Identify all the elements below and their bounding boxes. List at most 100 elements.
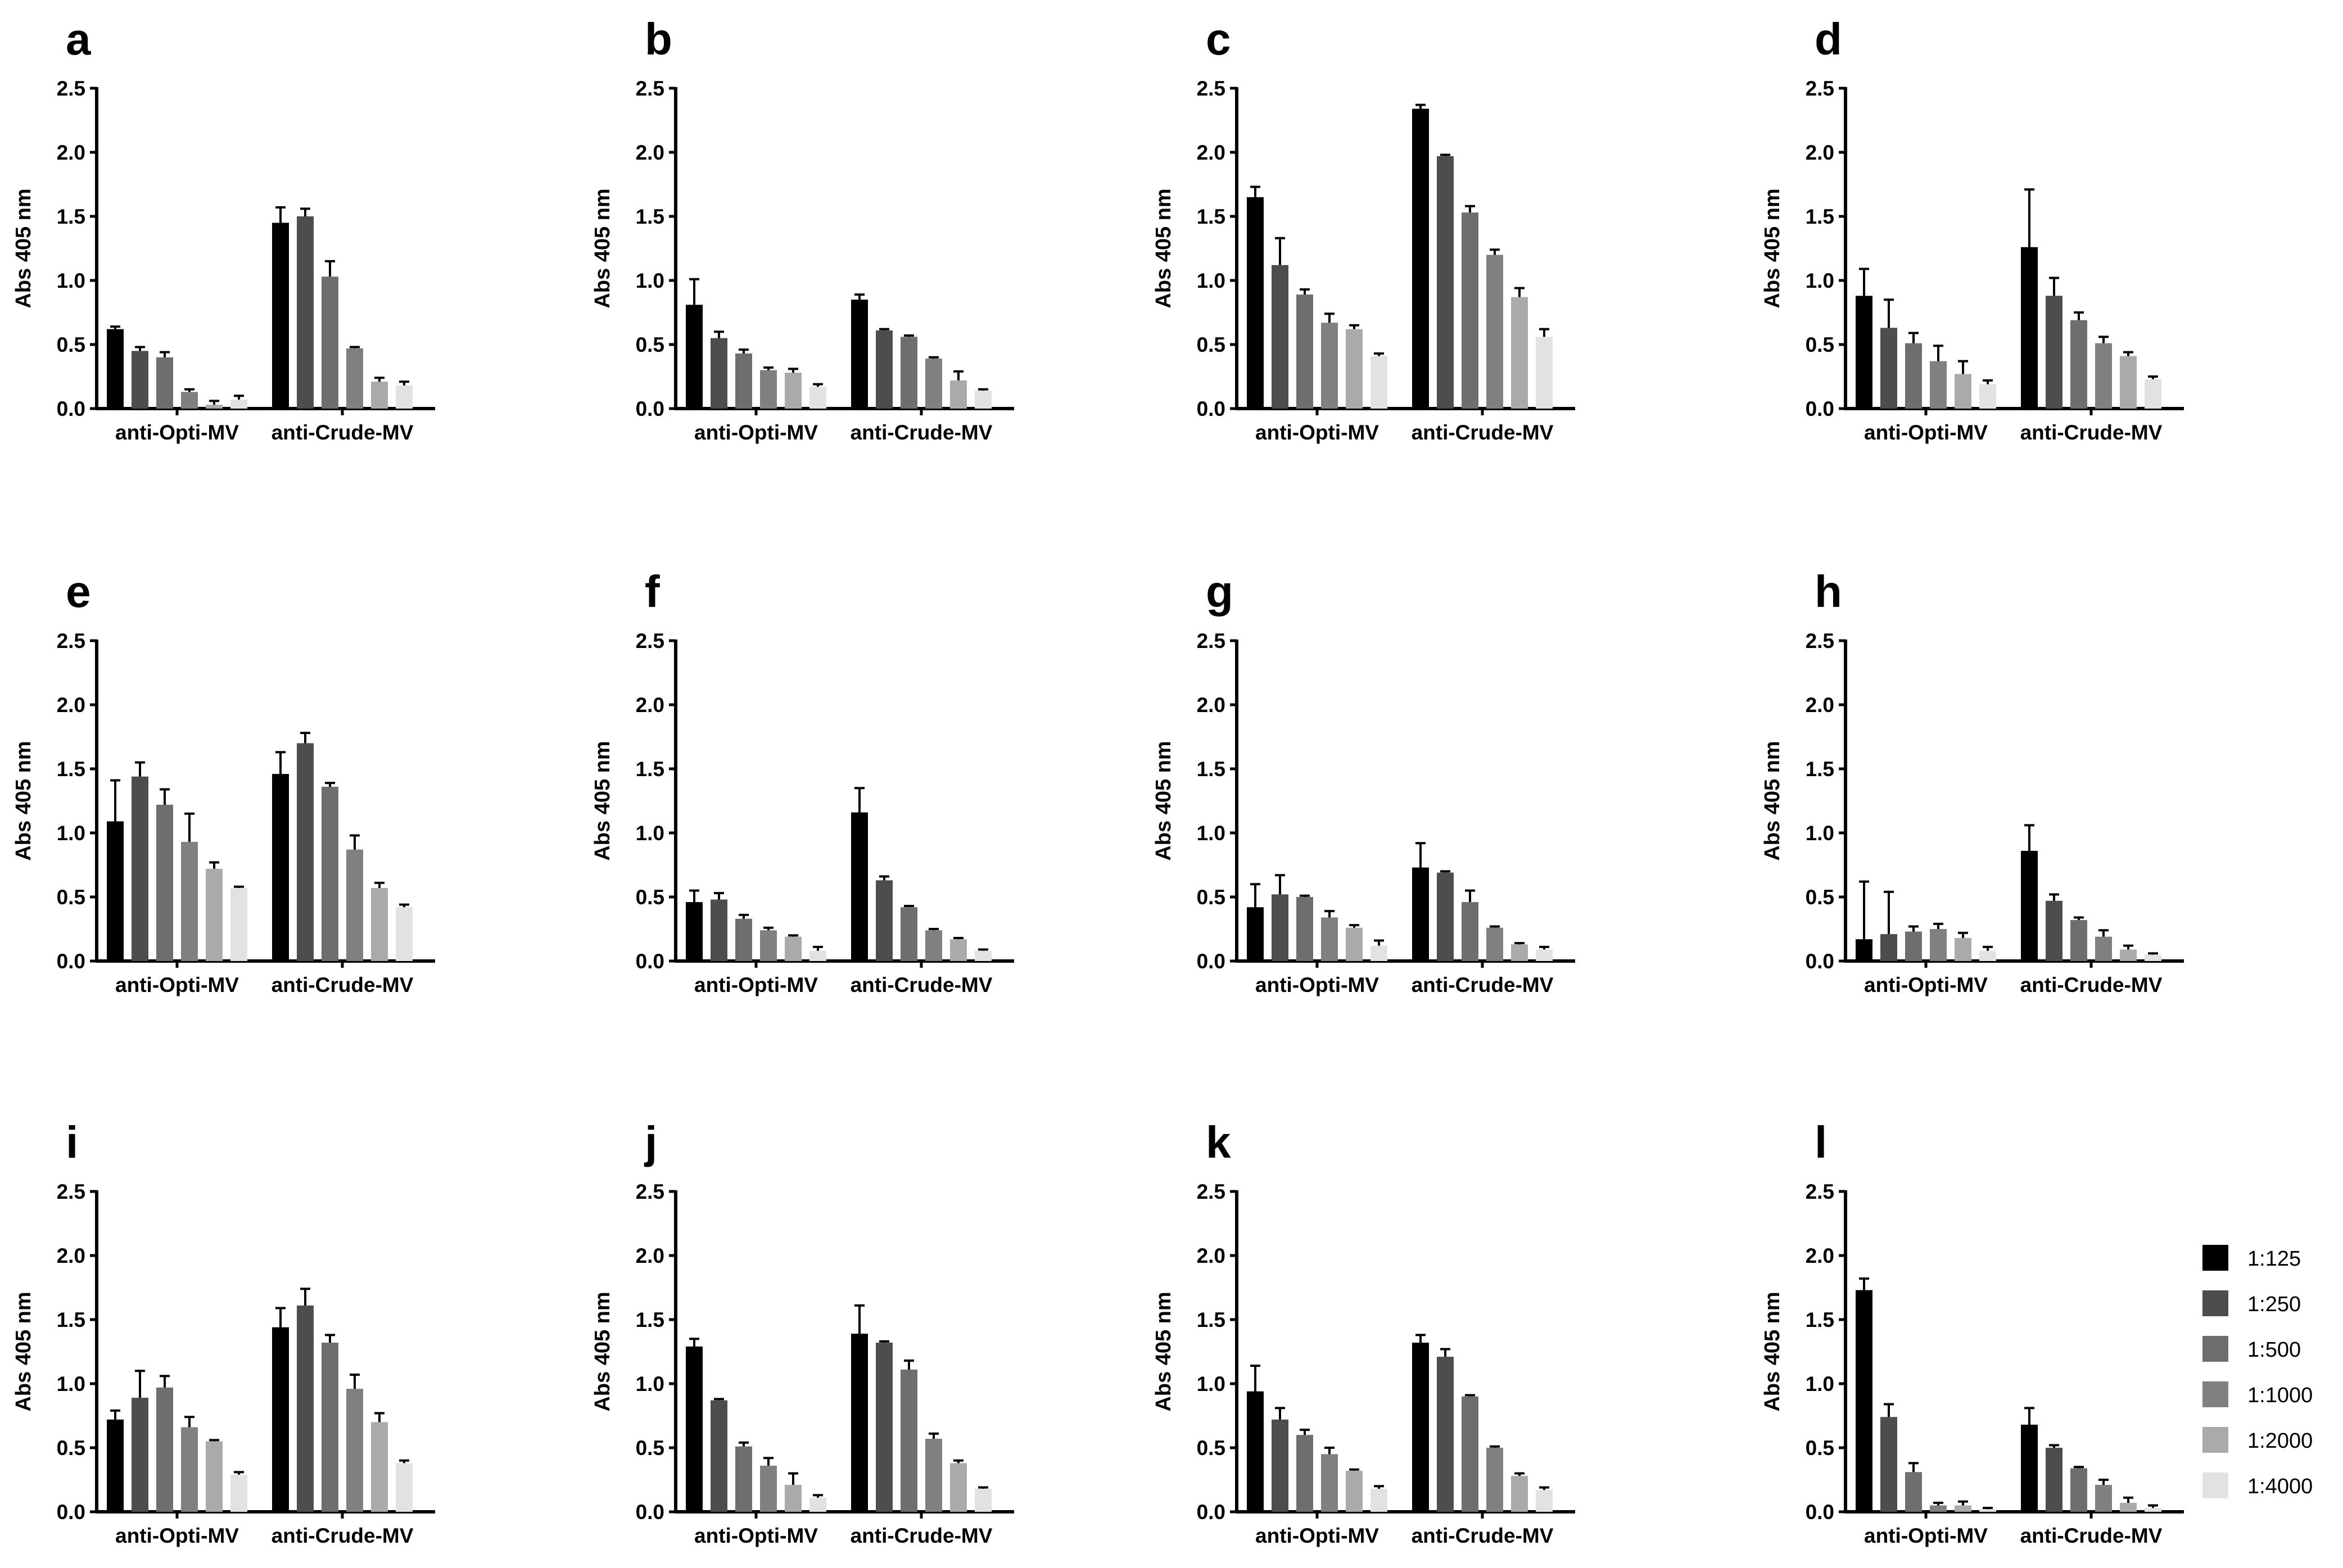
bar	[272, 223, 289, 409]
y-tick-label: 0.0	[57, 950, 85, 973]
y-axis-title: Abs 405 nm	[591, 1291, 614, 1411]
bar	[230, 1474, 247, 1512]
y-tick-label: 0.0	[1197, 397, 1225, 420]
bar	[1370, 945, 1387, 961]
y-tick-label: 2.0	[636, 694, 664, 717]
category-label: anti-Crude-MV	[851, 973, 993, 996]
y-tick-label: 1.0	[1806, 822, 1834, 845]
bar	[735, 1446, 752, 1512]
y-tick-label: 0.5	[636, 333, 664, 356]
y-axis-title: Abs 405 nm	[591, 188, 614, 308]
bar	[1905, 1472, 1922, 1512]
y-tick-label: 0.0	[1806, 1501, 1834, 1524]
bar	[1321, 1454, 1338, 1512]
panel-letter: f	[645, 567, 660, 617]
bar	[1856, 939, 1872, 961]
category-label: anti-Opti-MV	[115, 973, 239, 996]
bar	[156, 357, 173, 409]
bar	[1437, 156, 1454, 409]
bar	[1856, 296, 1872, 409]
category-label: anti-Crude-MV	[851, 1524, 993, 1547]
legend-swatch	[2202, 1245, 2228, 1271]
bar	[851, 812, 868, 961]
bar	[1856, 1290, 1872, 1512]
bar	[2120, 1503, 2137, 1512]
y-tick-label: 2.5	[1197, 1180, 1225, 1203]
bar	[901, 337, 917, 409]
bar	[1486, 927, 1503, 961]
bar	[711, 1400, 727, 1512]
bar	[371, 382, 388, 409]
y-axis-title: Abs 405 nm	[591, 741, 614, 860]
bar	[297, 216, 314, 409]
bar	[1321, 323, 1338, 409]
bar	[785, 373, 802, 409]
bar	[975, 1488, 992, 1512]
y-tick-label: 2.5	[1197, 629, 1225, 652]
bar	[2070, 920, 2087, 961]
bar	[2070, 320, 2087, 409]
bar	[785, 1485, 802, 1512]
y-tick-label: 0.0	[57, 1501, 85, 1524]
panel-letter: i	[66, 1117, 78, 1167]
chart-panel-f: f Abs 405 nm 0.0 0.5 1.0 1.5 2.0 2.5 anti-Opti-M…	[591, 567, 1014, 996]
category-label: anti-Crude-MV	[272, 1524, 414, 1547]
y-tick-label: 1.5	[1197, 205, 1225, 228]
legend-label: 1:250	[2247, 1293, 2301, 1316]
y-tick-label: 2.5	[1806, 77, 1834, 100]
chart-panel-k: k Abs 405 nm 0.0 0.5 1.0 1.5 2.0 2.5 anti-Opti-M…	[1152, 1117, 1575, 1547]
bar	[396, 385, 413, 409]
category-label: anti-Opti-MV	[1864, 973, 1988, 996]
bar	[686, 902, 703, 961]
y-tick-label: 0.0	[1806, 397, 1834, 420]
bar	[686, 305, 703, 409]
bar	[876, 880, 893, 961]
panel-letter: e	[66, 567, 91, 617]
y-tick-label: 2.0	[1197, 694, 1225, 717]
y-axis-title: Abs 405 nm	[1152, 188, 1175, 308]
legend-label: 1:125	[2247, 1247, 2301, 1271]
category-label: anti-Crude-MV	[272, 421, 414, 444]
bar	[1296, 294, 1313, 409]
y-axis-title: Abs 405 nm	[1761, 188, 1784, 308]
y-tick-label: 1.0	[636, 822, 664, 845]
y-tick-label: 1.5	[636, 1308, 664, 1331]
y-tick-label: 2.5	[636, 77, 664, 100]
chart-panel-g: g Abs 405 nm 0.0 0.5 1.0 1.5 2.0 2.5 anti-Opti-M…	[1152, 567, 1575, 996]
bar	[950, 380, 967, 409]
bar	[2046, 1448, 2062, 1512]
y-tick-label: 2.5	[636, 1180, 664, 1203]
bar	[1930, 929, 1947, 961]
bar	[1462, 212, 1478, 409]
category-label: anti-Opti-MV	[1255, 421, 1379, 444]
bar	[901, 907, 917, 961]
bar	[1536, 949, 1553, 961]
chart-panel-e: e Abs 405 nm 0.0 0.5 1.0 1.5 2.0 2.5 anti-Opti-M…	[12, 567, 435, 996]
bar	[272, 1327, 289, 1512]
bar	[1880, 934, 1897, 961]
bar	[876, 1343, 893, 1512]
category-label: anti-Crude-MV	[1412, 973, 1554, 996]
bar	[2095, 936, 2112, 961]
y-tick-label: 0.5	[636, 886, 664, 909]
bar	[181, 392, 198, 409]
bar	[2021, 247, 2038, 409]
bar	[950, 1463, 967, 1512]
y-tick-label: 2.0	[1806, 694, 1834, 717]
category-label: anti-Crude-MV	[2020, 1524, 2163, 1547]
bar	[156, 804, 173, 961]
y-tick-label: 1.0	[1197, 822, 1225, 845]
chart-panel-h: h Abs 405 nm 0.0 0.5 1.0 1.5 2.0 2.5 anti-Opti-M…	[1761, 567, 2184, 996]
y-tick-label: 0.5	[636, 1436, 664, 1460]
bar	[760, 370, 777, 409]
category-label: anti-Crude-MV	[2020, 973, 2163, 996]
y-tick-label: 1.5	[1806, 758, 1834, 781]
chart-panel-a: a Abs 405 nm 0.0 0.5 1.0 1.5 2.0 2.5 anti-Opti-M…	[12, 14, 435, 444]
bar	[1437, 872, 1454, 961]
y-tick-label: 0.0	[1197, 1501, 1225, 1524]
panel-letter: l	[1815, 1117, 1827, 1167]
y-tick-label: 1.0	[57, 269, 85, 292]
bar	[396, 907, 413, 961]
bar	[760, 930, 777, 961]
y-tick-label: 0.0	[1806, 950, 1834, 973]
